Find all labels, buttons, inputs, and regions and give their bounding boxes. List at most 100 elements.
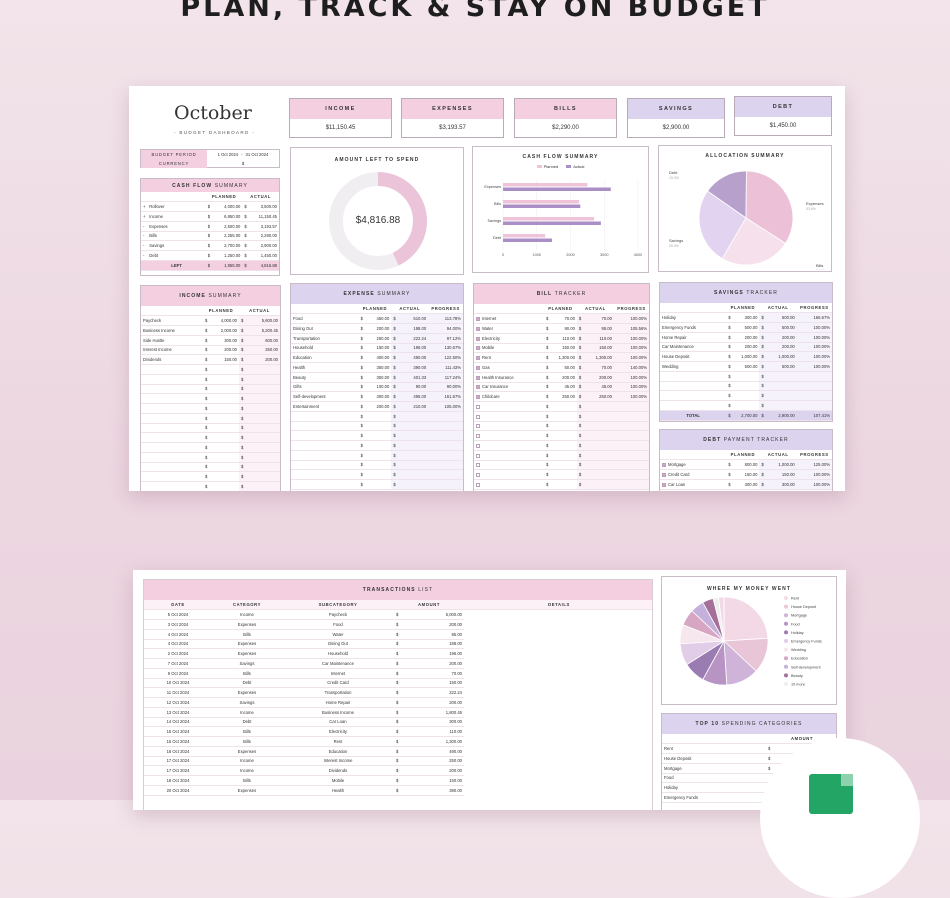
- cell[interactable]: 300.00: [732, 312, 760, 323]
- cell[interactable]: $: [239, 325, 246, 336]
- cell[interactable]: $: [358, 469, 365, 480]
- cell[interactable]: [209, 364, 240, 375]
- cell[interactable]: $: [394, 697, 402, 708]
- cell[interactable]: 200.00: [402, 697, 465, 708]
- cell[interactable]: Bills: [212, 668, 282, 679]
- cell[interactable]: [245, 481, 280, 491]
- cell[interactable]: 200.00: [364, 401, 392, 412]
- cell[interactable]: $: [242, 240, 249, 251]
- cell[interactable]: Expenses: [212, 687, 282, 698]
- cell[interactable]: [245, 393, 280, 404]
- cell[interactable]: 200.00: [402, 619, 465, 630]
- cell[interactable]: $: [759, 390, 766, 401]
- cell[interactable]: $: [726, 322, 733, 333]
- cell[interactable]: 11 Oct 2024: [144, 687, 212, 698]
- cell[interactable]: 105.00%: [428, 401, 463, 412]
- cell[interactable]: [550, 401, 577, 412]
- cell[interactable]: [428, 440, 463, 451]
- cell[interactable]: $: [726, 351, 733, 362]
- cell[interactable]: 1,800.45: [402, 707, 465, 718]
- checkbox[interactable]: [476, 395, 480, 400]
- cell[interactable]: [474, 401, 544, 412]
- cell[interactable]: [613, 479, 649, 490]
- cell[interactable]: Car Insurance: [474, 382, 544, 393]
- cell[interactable]: $: [726, 469, 733, 480]
- cell[interactable]: 300.00: [364, 391, 392, 402]
- cell[interactable]: 500.00: [732, 322, 760, 333]
- cell[interactable]: 188.00: [397, 323, 429, 334]
- cell[interactable]: [765, 400, 797, 411]
- cell[interactable]: [660, 371, 727, 382]
- cell[interactable]: $: [205, 250, 213, 261]
- cell[interactable]: $: [203, 315, 209, 326]
- cell[interactable]: [291, 440, 359, 451]
- cell[interactable]: 150.00: [765, 469, 797, 480]
- cell[interactable]: [613, 411, 649, 422]
- cell[interactable]: $: [391, 450, 398, 461]
- cell[interactable]: [613, 440, 649, 451]
- cell[interactable]: [397, 469, 429, 480]
- cell[interactable]: 5,600.00: [245, 315, 280, 326]
- cell[interactable]: [141, 432, 203, 443]
- cell[interactable]: 200.00: [550, 372, 577, 383]
- cell[interactable]: [209, 452, 240, 463]
- cell[interactable]: $: [543, 352, 551, 363]
- cell[interactable]: 166.67%: [796, 312, 832, 323]
- cell[interactable]: 495.00: [397, 391, 429, 402]
- cell[interactable]: $: [358, 352, 365, 363]
- cell[interactable]: [796, 390, 832, 401]
- cell[interactable]: 15 Oct 2024: [144, 736, 212, 747]
- cell[interactable]: $: [239, 384, 246, 395]
- cell[interactable]: 100.00%: [796, 332, 832, 343]
- cell[interactable]: Savings: [212, 658, 282, 669]
- cell[interactable]: $: [576, 421, 584, 432]
- cell[interactable]: $: [203, 452, 209, 463]
- cell[interactable]: [209, 423, 240, 434]
- cell[interactable]: Transportation: [282, 687, 394, 698]
- cell[interactable]: $: [239, 393, 246, 404]
- cell[interactable]: 100.00%: [796, 322, 832, 333]
- cell[interactable]: [613, 469, 649, 480]
- cell[interactable]: [245, 413, 280, 424]
- cell[interactable]: $: [394, 765, 402, 776]
- cell[interactable]: [732, 371, 760, 382]
- cell[interactable]: -: [141, 240, 148, 251]
- cell[interactable]: 300.00: [402, 717, 465, 728]
- cell[interactable]: [364, 411, 392, 422]
- cell[interactable]: 1,300.00: [583, 352, 614, 363]
- cell[interactable]: 5,200.45: [245, 325, 280, 336]
- cell[interactable]: 140.00%: [613, 362, 649, 373]
- cell[interactable]: 2,000.00: [209, 325, 240, 336]
- cell[interactable]: [474, 411, 544, 422]
- cell[interactable]: 100.00%: [613, 391, 649, 402]
- cell[interactable]: -: [141, 250, 148, 261]
- cell[interactable]: [245, 403, 280, 414]
- cell[interactable]: $: [205, 240, 213, 251]
- cell[interactable]: $: [205, 231, 213, 242]
- cell[interactable]: $: [242, 201, 249, 212]
- cell[interactable]: 200.00: [402, 765, 465, 776]
- cell[interactable]: [550, 430, 577, 441]
- cell[interactable]: $: [391, 323, 398, 334]
- cell[interactable]: 3,193.57: [248, 221, 279, 232]
- checkbox[interactable]: [476, 434, 480, 439]
- cell[interactable]: Health Insurance: [474, 372, 544, 383]
- cell[interactable]: Expenses: [212, 785, 282, 796]
- cell[interactable]: Mortgage: [662, 763, 766, 774]
- cell[interactable]: Income: [212, 756, 282, 767]
- cell[interactable]: $: [203, 364, 209, 375]
- cell[interactable]: $: [766, 743, 774, 754]
- checkbox[interactable]: [476, 385, 480, 390]
- cell[interactable]: Rent: [282, 736, 394, 747]
- checkbox[interactable]: [476, 375, 480, 380]
- cell[interactable]: Interest Income: [282, 756, 394, 767]
- cell[interactable]: $: [358, 430, 365, 441]
- cell[interactable]: [291, 421, 359, 432]
- cell[interactable]: $: [394, 707, 402, 718]
- cell[interactable]: 200.00: [402, 658, 465, 669]
- cell[interactable]: Expenses: [212, 619, 282, 630]
- cell[interactable]: 200.00: [245, 354, 280, 365]
- cell[interactable]: [245, 432, 280, 443]
- cell[interactable]: $: [242, 221, 249, 232]
- cell[interactable]: Credit Card: [660, 469, 727, 480]
